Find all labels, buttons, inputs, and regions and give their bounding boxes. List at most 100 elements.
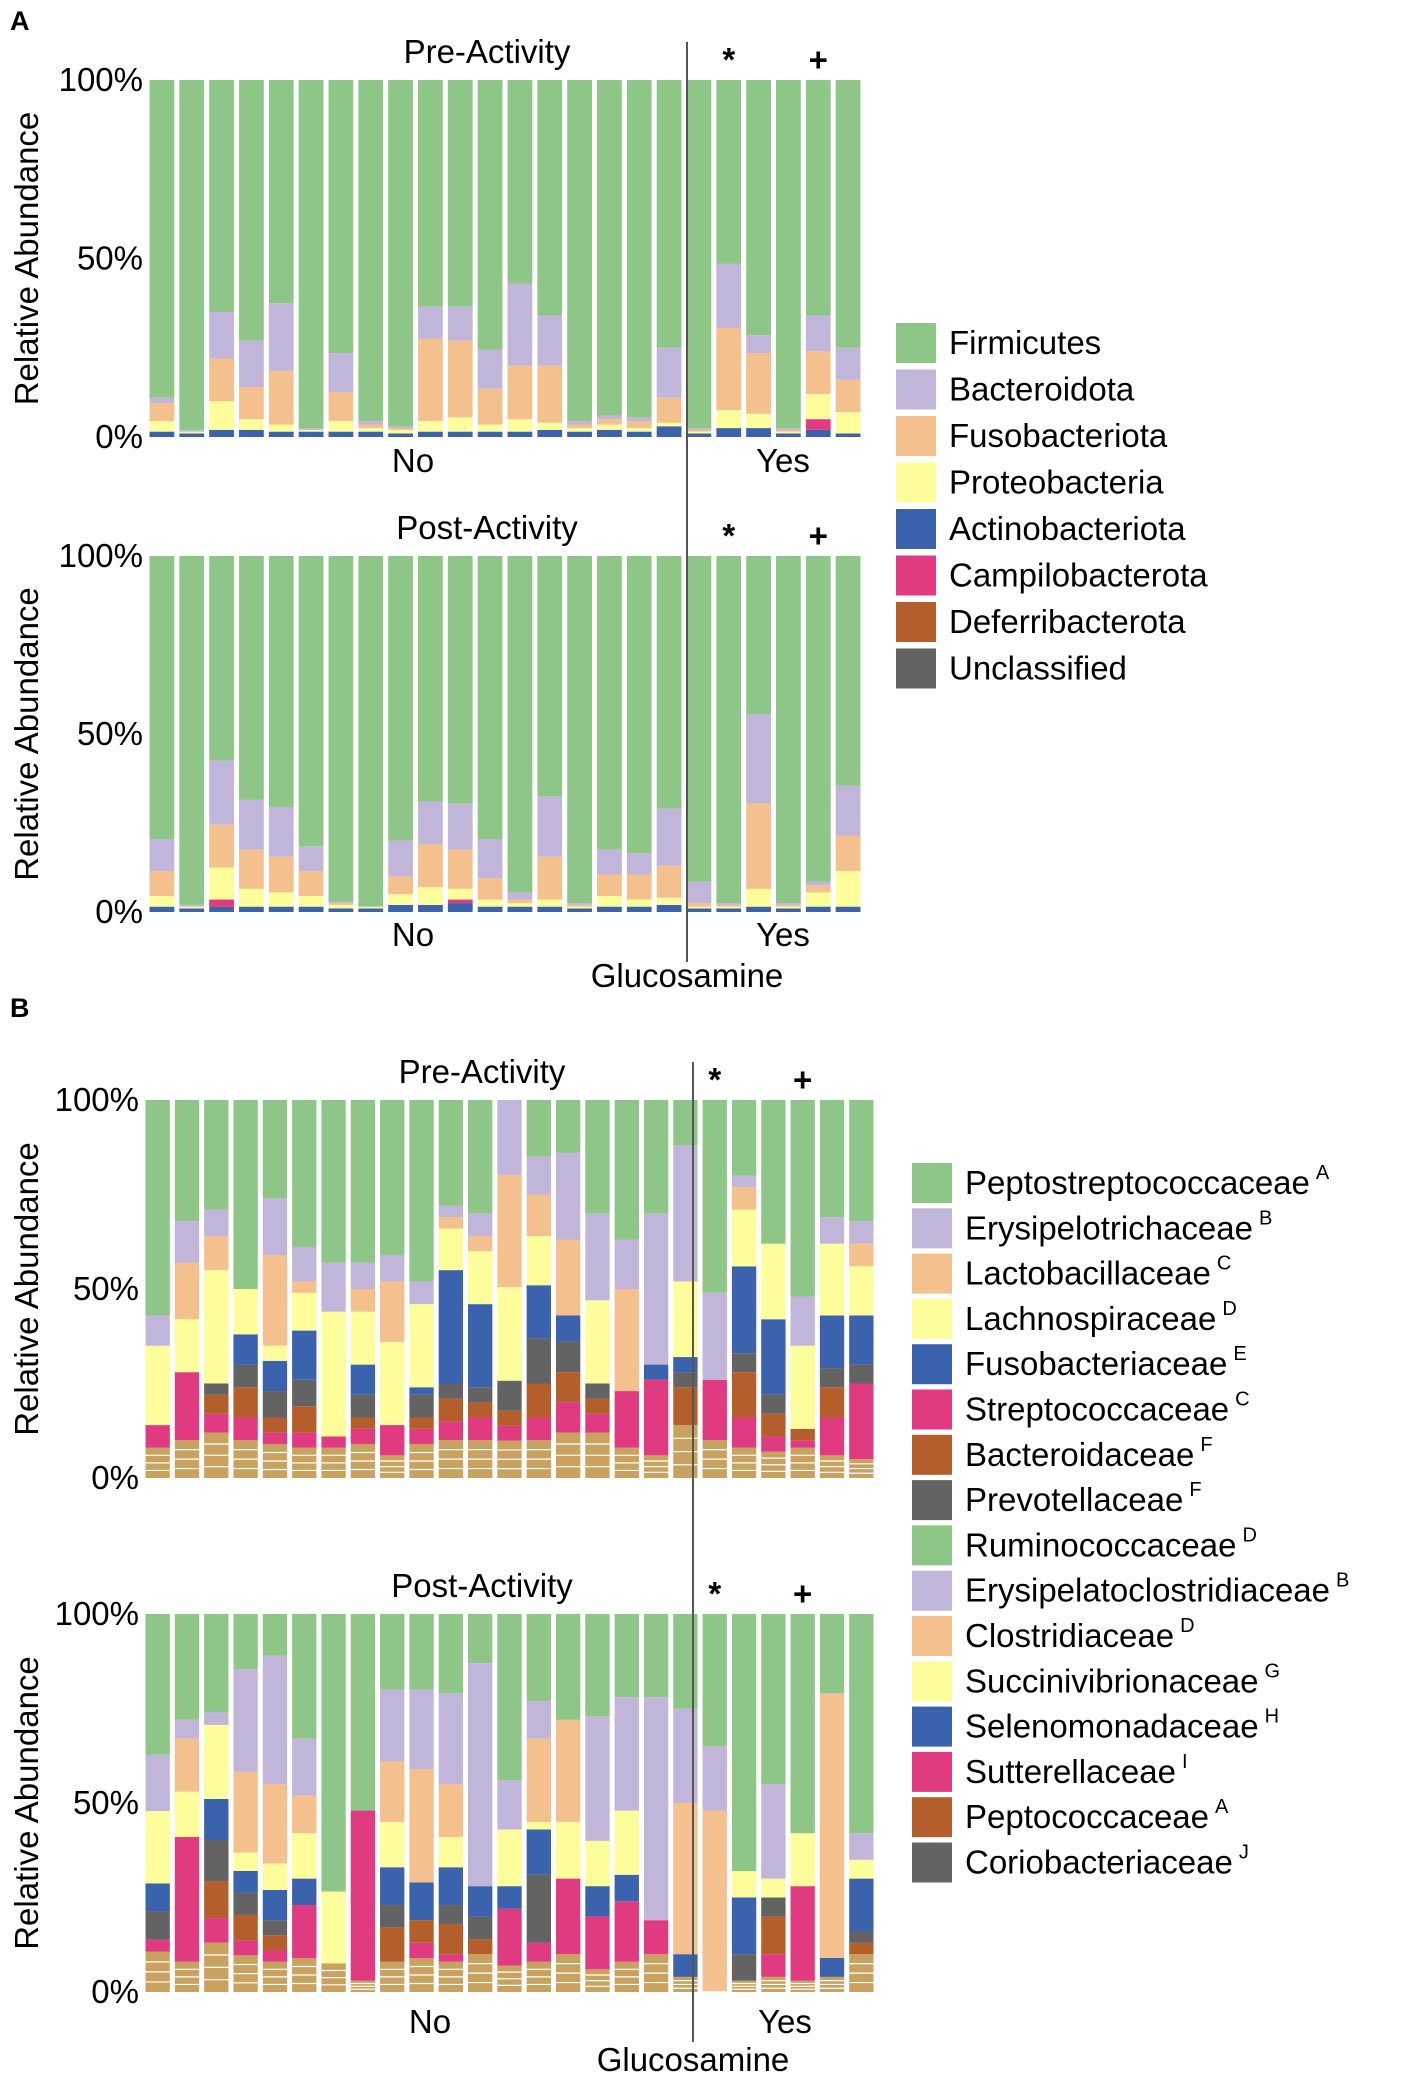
bar-4 (233, 1100, 258, 1478)
segment-firmicutes (597, 556, 622, 850)
segment-proteobacteria (537, 422, 563, 430)
segment-proteobacteria (268, 892, 294, 907)
bar-16 (585, 1100, 610, 1478)
segment-bacteroidaceae (849, 1942, 874, 1955)
segment-peptostreptococcaceae (555, 1100, 581, 1153)
segment-proteobacteria (358, 906, 384, 909)
bar-2 (174, 1614, 200, 1992)
segment-lachnospiraceae (761, 1243, 786, 1320)
segment-fusobacteriota (805, 885, 831, 893)
segment-peptostreptococcaceae (555, 1614, 581, 1720)
segment-fusobacteriota (239, 387, 264, 420)
x-axis-label: Glucosamine (597, 2041, 790, 2076)
segment-fusobacteriaceae (145, 1883, 170, 1912)
segment-fusobacteriaceae (643, 1364, 669, 1380)
segment-actinobacteriota (418, 904, 443, 912)
segment-actinobacteriota (358, 431, 384, 437)
bar-19 (686, 556, 712, 912)
segment-firmicutes (328, 80, 354, 354)
segment-actinobacteriota (686, 908, 712, 912)
segment-prevotellaceae (409, 1394, 434, 1418)
y-tick-label: 50% (73, 1784, 139, 1821)
segment-actinobacteriota (209, 906, 234, 912)
segment-firmicutes (149, 556, 175, 840)
legend-label: Erysipelotrichaceae B (965, 1207, 1272, 1246)
segment-erysipelotrichaceae (145, 1754, 170, 1812)
segment-prevotellaceae (468, 1916, 493, 1940)
bar-25 (849, 1100, 874, 1478)
legend-swatch (896, 555, 936, 596)
y-tick-label: 0% (95, 893, 143, 930)
segment-firmicutes (239, 80, 264, 341)
legend-superscript: F (1200, 1434, 1212, 1456)
segment-lachnospiraceae (849, 1266, 874, 1316)
segment-actinobacteriota (716, 908, 742, 912)
segment-fusobacteriota (835, 379, 861, 413)
legend-item: Peptococcaceae A (912, 1796, 1229, 1838)
segment-fusobacteriota (537, 365, 563, 423)
segment-erysipelotrichaceae (614, 1697, 639, 1811)
legend-superscript: B (1336, 1570, 1349, 1592)
segment-firmicutes (776, 80, 801, 429)
segment-fusobacteriota (686, 903, 712, 907)
segment-bacteroidota (179, 904, 205, 907)
segment-lachnospiraceae (262, 1863, 288, 1890)
segment-firmicutes (567, 556, 592, 904)
legend-label: Streptococcaceae C (965, 1389, 1250, 1428)
segment-fusobacteriaceae (292, 1330, 317, 1380)
segment-bacteroidota (835, 785, 861, 836)
segment-lachnospiraceae (790, 1345, 815, 1429)
segment-lactobacillaceae (819, 1693, 845, 1958)
segment-erysipelotrichaceae (497, 1100, 522, 1175)
bar-9 (388, 556, 413, 912)
segment-prevotellaceae (761, 1897, 786, 1917)
legend-superscript: A (1215, 1796, 1229, 1818)
legend-swatch (912, 1616, 952, 1656)
segment-firmicutes (179, 556, 205, 905)
legend-superscript: A (1316, 1162, 1330, 1184)
bar-17 (626, 80, 652, 437)
legend-label: Clostridiaceae D (965, 1615, 1195, 1654)
segment-bacteroidaceae (409, 1417, 434, 1429)
segment-peptostreptococcaceae (468, 1100, 493, 1214)
segment-firmicutes (686, 80, 712, 429)
segment-firmicutes (507, 556, 533, 893)
segment-fusobacteriaceae (555, 1315, 581, 1342)
bar-13 (497, 1614, 522, 1992)
segment-lactobacillaceae (409, 1768, 434, 1883)
segment-proteobacteria (298, 895, 324, 907)
segment-bacteroidota (507, 892, 533, 900)
legend-label: Lachnospiraceae D (965, 1298, 1237, 1337)
segment-firmicutes (746, 556, 771, 715)
segment-fusobacteriaceae (233, 1334, 258, 1365)
segment-bacteroidaceae (468, 1939, 493, 1955)
segment-peptostreptococcaceae (761, 1100, 786, 1244)
segment-bacteroidaceae (761, 1916, 786, 1955)
bar-20 (716, 556, 742, 912)
segment-bacteroidota (776, 903, 801, 905)
segment-streptococcaceae (643, 1920, 669, 1955)
bar-13 (497, 1100, 522, 1478)
segment-fusobacteriota (597, 874, 622, 896)
y-tick-label: 100% (59, 537, 143, 574)
segment-bacteroidota (507, 283, 533, 366)
segment-actinobacteriota (388, 904, 413, 912)
segment-fusobacteriaceae (262, 1360, 288, 1392)
segment-peptostreptococcaceae (321, 1100, 346, 1263)
y-tick-label: 0% (91, 1459, 139, 1496)
bar-18 (656, 80, 682, 437)
segment-fusobacteriota (746, 803, 771, 889)
segment-fusobacteriota (716, 328, 742, 411)
segment-lachnospiraceae (614, 1810, 639, 1875)
segment-proteobacteria (507, 419, 533, 432)
segment-proteobacteria (716, 410, 742, 429)
bar-24 (835, 80, 861, 437)
segment-erysipelotrichaceae (790, 1296, 815, 1346)
segment-fusobacteriaceae (614, 1874, 639, 1902)
segment-lachnospiraceae (292, 1292, 317, 1331)
segment-erysipelotrichaceae (262, 1198, 288, 1255)
segment-fusobacteriaceae (350, 1364, 376, 1395)
segment-fusobacteriota (298, 871, 324, 896)
legend-item: Streptococcaceae C (912, 1389, 1250, 1430)
segment-actinobacteriota (298, 906, 324, 912)
